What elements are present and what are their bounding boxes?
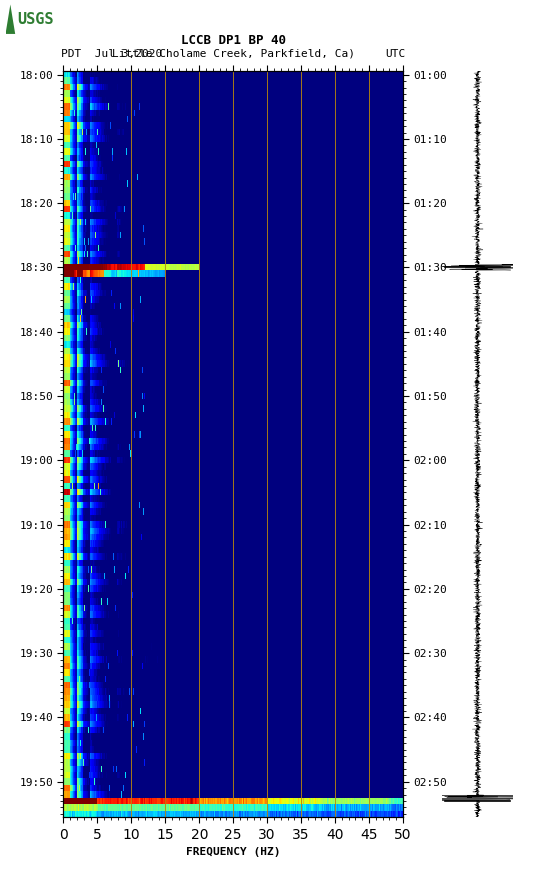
Text: PDT  Jul 3,2020: PDT Jul 3,2020 [61, 48, 162, 59]
Text: USGS: USGS [17, 12, 54, 27]
Text: UTC: UTC [385, 48, 406, 59]
Text: LCCB DP1 BP 40: LCCB DP1 BP 40 [181, 34, 286, 46]
Text: Little Cholame Creek, Parkfield, Ca): Little Cholame Creek, Parkfield, Ca) [112, 48, 355, 59]
X-axis label: FREQUENCY (HZ): FREQUENCY (HZ) [186, 847, 280, 857]
Polygon shape [6, 4, 15, 34]
